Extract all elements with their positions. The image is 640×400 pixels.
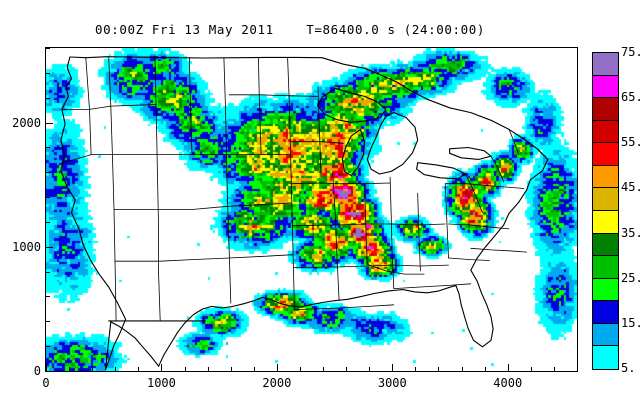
x-axis-tick bbox=[438, 367, 440, 371]
y-axis-tick bbox=[46, 346, 50, 348]
y-axis-label: 2000 bbox=[12, 115, 41, 130]
x-axis-label: 1000 bbox=[146, 376, 176, 390]
x-axis-tick bbox=[461, 367, 463, 371]
x-axis-tick bbox=[253, 367, 255, 371]
y-axis-tick bbox=[46, 321, 50, 323]
colorbar-tick-label: 15. bbox=[621, 315, 640, 330]
y-axis-tick bbox=[46, 97, 50, 99]
colorbar-tick-label: 35. bbox=[621, 225, 640, 240]
colorbar-tick-label: 75. bbox=[621, 45, 640, 59]
x-axis-tick bbox=[392, 364, 394, 371]
colorbar-band bbox=[593, 165, 618, 189]
x-axis-tick bbox=[207, 367, 209, 371]
y-axis-tick bbox=[46, 296, 50, 298]
x-axis-tick bbox=[323, 367, 325, 371]
colorbar-tick-label: 65. bbox=[621, 90, 640, 105]
plot-area bbox=[45, 47, 578, 372]
x-axis-tick bbox=[415, 367, 417, 371]
colorbar-tick-label: 5. bbox=[621, 361, 636, 375]
colorbar-band bbox=[593, 346, 618, 369]
colorbar-band bbox=[593, 210, 618, 234]
colorbar-band bbox=[593, 301, 618, 324]
colorbar bbox=[592, 52, 619, 370]
x-axis-tick bbox=[46, 364, 47, 371]
y-axis-label: 0 bbox=[33, 364, 41, 378]
colorbar-tick-label: 55. bbox=[621, 135, 640, 150]
x-axis-tick bbox=[69, 367, 71, 371]
y-axis-tick bbox=[46, 72, 50, 74]
y-axis-tick bbox=[46, 147, 50, 149]
y-axis-tick bbox=[46, 172, 50, 174]
y-axis-tick bbox=[46, 197, 50, 199]
x-axis-tick bbox=[530, 367, 532, 371]
y-axis-label: 1000 bbox=[12, 239, 41, 254]
x-axis-tick bbox=[299, 367, 301, 371]
x-axis-tick bbox=[577, 367, 578, 371]
x-axis-label: 2000 bbox=[262, 376, 292, 390]
x-axis-tick bbox=[161, 364, 163, 371]
x-axis-tick bbox=[553, 367, 555, 371]
radar-reflectivity-field bbox=[46, 48, 577, 371]
x-axis-tick bbox=[369, 367, 371, 371]
colorbar-band bbox=[593, 143, 618, 166]
colorbar-tick-label: 25. bbox=[621, 270, 640, 285]
x-axis-tick bbox=[230, 367, 232, 371]
colorbar-band bbox=[593, 75, 618, 99]
colorbar-band bbox=[593, 323, 618, 347]
x-axis-tick bbox=[346, 367, 348, 371]
colorbar-band bbox=[593, 256, 618, 279]
y-axis-tick bbox=[46, 48, 50, 49]
colorbar-band bbox=[593, 233, 618, 257]
y-axis-tick bbox=[46, 246, 53, 248]
x-axis-tick bbox=[276, 364, 278, 371]
x-axis-label: 4000 bbox=[493, 376, 523, 390]
x-axis-tick bbox=[115, 367, 117, 371]
y-axis-tick bbox=[46, 122, 53, 124]
colorbar-band bbox=[593, 188, 618, 211]
y-axis-tick bbox=[46, 271, 50, 273]
y-axis-tick bbox=[46, 371, 53, 372]
x-axis-tick bbox=[92, 367, 94, 371]
colorbar-band bbox=[593, 98, 618, 121]
y-axis-tick bbox=[46, 221, 50, 223]
x-axis-tick bbox=[138, 367, 140, 371]
colorbar-band bbox=[593, 278, 618, 302]
x-axis-tick bbox=[507, 364, 509, 371]
x-axis-label: 3000 bbox=[377, 376, 407, 390]
x-axis-tick bbox=[484, 367, 486, 371]
x-axis-tick bbox=[184, 367, 186, 371]
colorbar-band bbox=[593, 53, 618, 76]
colorbar-tick-label: 45. bbox=[621, 180, 640, 195]
x-axis-label: 0 bbox=[42, 376, 50, 390]
figure-title: 00:00Z Fri 13 May 2011 T=86400.0 s (24:0… bbox=[94, 22, 486, 37]
colorbar-band bbox=[593, 120, 618, 144]
